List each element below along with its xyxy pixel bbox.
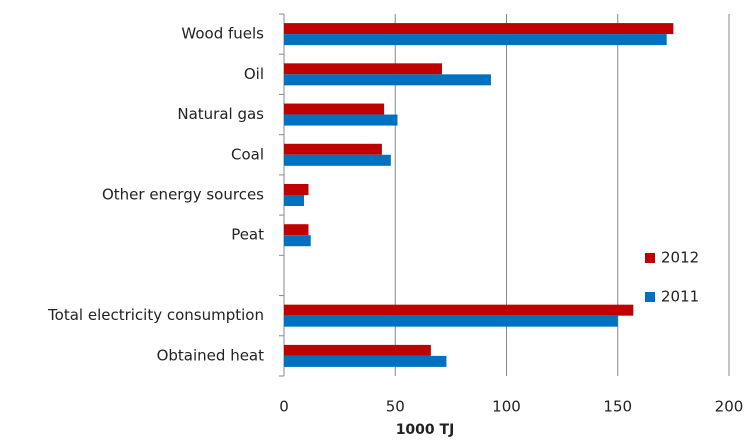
x-axis-title: 1000 TJ <box>396 422 455 438</box>
bar <box>284 304 634 316</box>
bar <box>284 315 618 327</box>
bar <box>284 235 311 247</box>
y-tick-label: Coal <box>231 145 264 163</box>
x-tick-label: 0 <box>279 398 289 416</box>
y-tick-label: Oil <box>244 65 264 83</box>
y-tick-label: Obtained heat <box>157 346 265 364</box>
bar <box>284 34 667 46</box>
bar <box>284 195 305 206</box>
bar <box>284 103 385 115</box>
y-tick-label: Wood fuels <box>181 25 264 43</box>
bar <box>284 63 442 75</box>
y-tick-label: Other energy sources <box>102 186 264 204</box>
legend-swatch <box>645 253 655 263</box>
y-tick-label: Natural gas <box>177 105 264 123</box>
bar <box>284 344 431 356</box>
bar <box>284 143 382 155</box>
bar <box>284 114 398 126</box>
legend-swatch <box>645 292 655 302</box>
x-tick-label: 50 <box>386 398 405 416</box>
legend-label: 2012 <box>661 249 699 267</box>
x-tick-label: 100 <box>492 398 521 416</box>
legend-label: 2011 <box>661 288 699 306</box>
x-tick-label: 150 <box>603 398 632 416</box>
bar <box>284 224 309 236</box>
y-tick-label: Peat <box>231 226 264 244</box>
bar <box>284 74 491 86</box>
bar <box>284 184 309 195</box>
y-tick-label: Total electricity consumption <box>47 306 264 324</box>
bar <box>284 154 391 166</box>
bar <box>284 355 447 367</box>
bar <box>284 23 674 35</box>
x-tick-label: 200 <box>715 398 744 416</box>
